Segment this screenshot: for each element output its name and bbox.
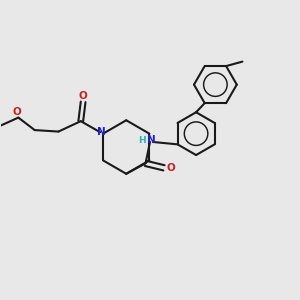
Text: O: O bbox=[13, 107, 21, 117]
Text: N: N bbox=[147, 136, 156, 146]
Text: H: H bbox=[138, 136, 146, 145]
Text: O: O bbox=[79, 91, 88, 101]
Text: O: O bbox=[166, 163, 175, 173]
Text: N: N bbox=[97, 127, 106, 137]
